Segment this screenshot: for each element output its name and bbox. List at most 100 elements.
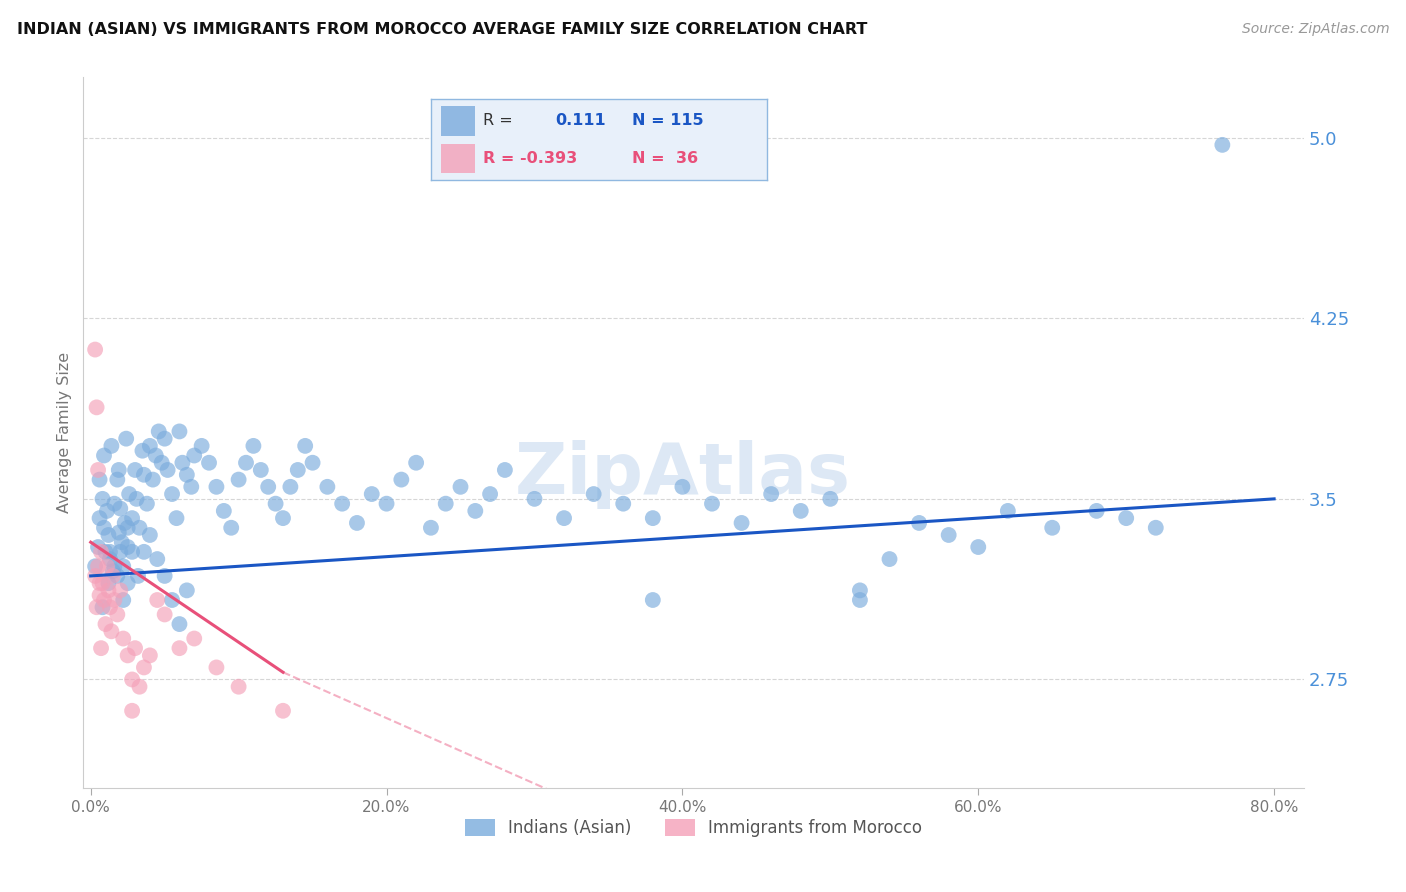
Point — [127, 569, 149, 583]
Point — [98, 600, 121, 615]
Point — [287, 463, 309, 477]
Point — [494, 463, 516, 477]
Point — [242, 439, 264, 453]
Point — [97, 528, 120, 542]
Point — [84, 559, 107, 574]
Point — [121, 511, 143, 525]
Point — [271, 704, 294, 718]
Point — [132, 545, 155, 559]
Point — [110, 545, 132, 559]
Point — [257, 480, 280, 494]
Point — [700, 497, 723, 511]
Point — [94, 617, 117, 632]
Point — [405, 456, 427, 470]
Point — [938, 528, 960, 542]
Point — [131, 443, 153, 458]
Point — [166, 511, 188, 525]
Point — [90, 545, 112, 559]
Point — [132, 467, 155, 482]
Point — [1085, 504, 1108, 518]
Point — [89, 588, 111, 602]
Point — [98, 552, 121, 566]
Point — [93, 449, 115, 463]
Point — [169, 425, 191, 439]
Point — [87, 540, 110, 554]
Point — [121, 673, 143, 687]
Point — [160, 593, 183, 607]
Point — [198, 456, 221, 470]
Point — [1211, 137, 1233, 152]
Point — [112, 632, 135, 646]
Point — [117, 540, 139, 554]
Text: INDIAN (ASIAN) VS IMMIGRANTS FROM MOROCCO AVERAGE FAMILY SIZE CORRELATION CHART: INDIAN (ASIAN) VS IMMIGRANTS FROM MOROCC… — [17, 22, 868, 37]
Point — [110, 583, 132, 598]
Point — [612, 497, 634, 511]
Point — [89, 511, 111, 525]
Point — [91, 576, 114, 591]
Point — [235, 456, 257, 470]
Point — [375, 497, 398, 511]
Point — [135, 497, 157, 511]
Point — [160, 487, 183, 501]
Point — [148, 425, 170, 439]
Point — [212, 504, 235, 518]
Point — [1040, 521, 1063, 535]
Point — [479, 487, 502, 501]
Point — [139, 648, 162, 663]
Point — [112, 559, 135, 574]
Point — [228, 473, 250, 487]
Point — [641, 593, 664, 607]
Point — [228, 680, 250, 694]
Point — [553, 511, 575, 525]
Point — [146, 593, 169, 607]
Point — [117, 521, 139, 535]
Y-axis label: Average Family Size: Average Family Size — [58, 352, 72, 513]
Point — [101, 564, 124, 578]
Point — [145, 449, 167, 463]
Point — [759, 487, 782, 501]
Point — [121, 704, 143, 718]
Point — [450, 480, 472, 494]
Point — [176, 583, 198, 598]
Point — [105, 607, 128, 622]
Point — [183, 632, 205, 646]
Point — [301, 456, 323, 470]
Point — [330, 497, 353, 511]
Point — [89, 576, 111, 591]
Point — [280, 480, 302, 494]
Point — [103, 593, 125, 607]
Point — [97, 583, 120, 598]
Point — [125, 491, 148, 506]
Point — [114, 516, 136, 530]
Point — [183, 449, 205, 463]
Point — [360, 487, 382, 501]
Point — [94, 545, 117, 559]
Point — [84, 569, 107, 583]
Point — [117, 576, 139, 591]
Point — [434, 497, 457, 511]
Point — [205, 660, 228, 674]
Point — [117, 648, 139, 663]
Point — [153, 607, 176, 622]
Point — [111, 535, 134, 549]
Point — [115, 432, 138, 446]
Point — [389, 473, 412, 487]
Point — [176, 467, 198, 482]
Point — [205, 480, 228, 494]
Point — [103, 559, 125, 574]
Point — [139, 439, 162, 453]
Point — [107, 463, 129, 477]
Point — [523, 491, 546, 506]
Point — [105, 473, 128, 487]
Point — [93, 593, 115, 607]
Point — [249, 463, 271, 477]
Point — [112, 593, 135, 607]
Point — [294, 439, 316, 453]
Point — [132, 660, 155, 674]
Point — [730, 516, 752, 530]
Point — [264, 497, 287, 511]
Point — [790, 504, 813, 518]
Point — [172, 456, 194, 470]
Point — [87, 463, 110, 477]
Point — [103, 497, 125, 511]
